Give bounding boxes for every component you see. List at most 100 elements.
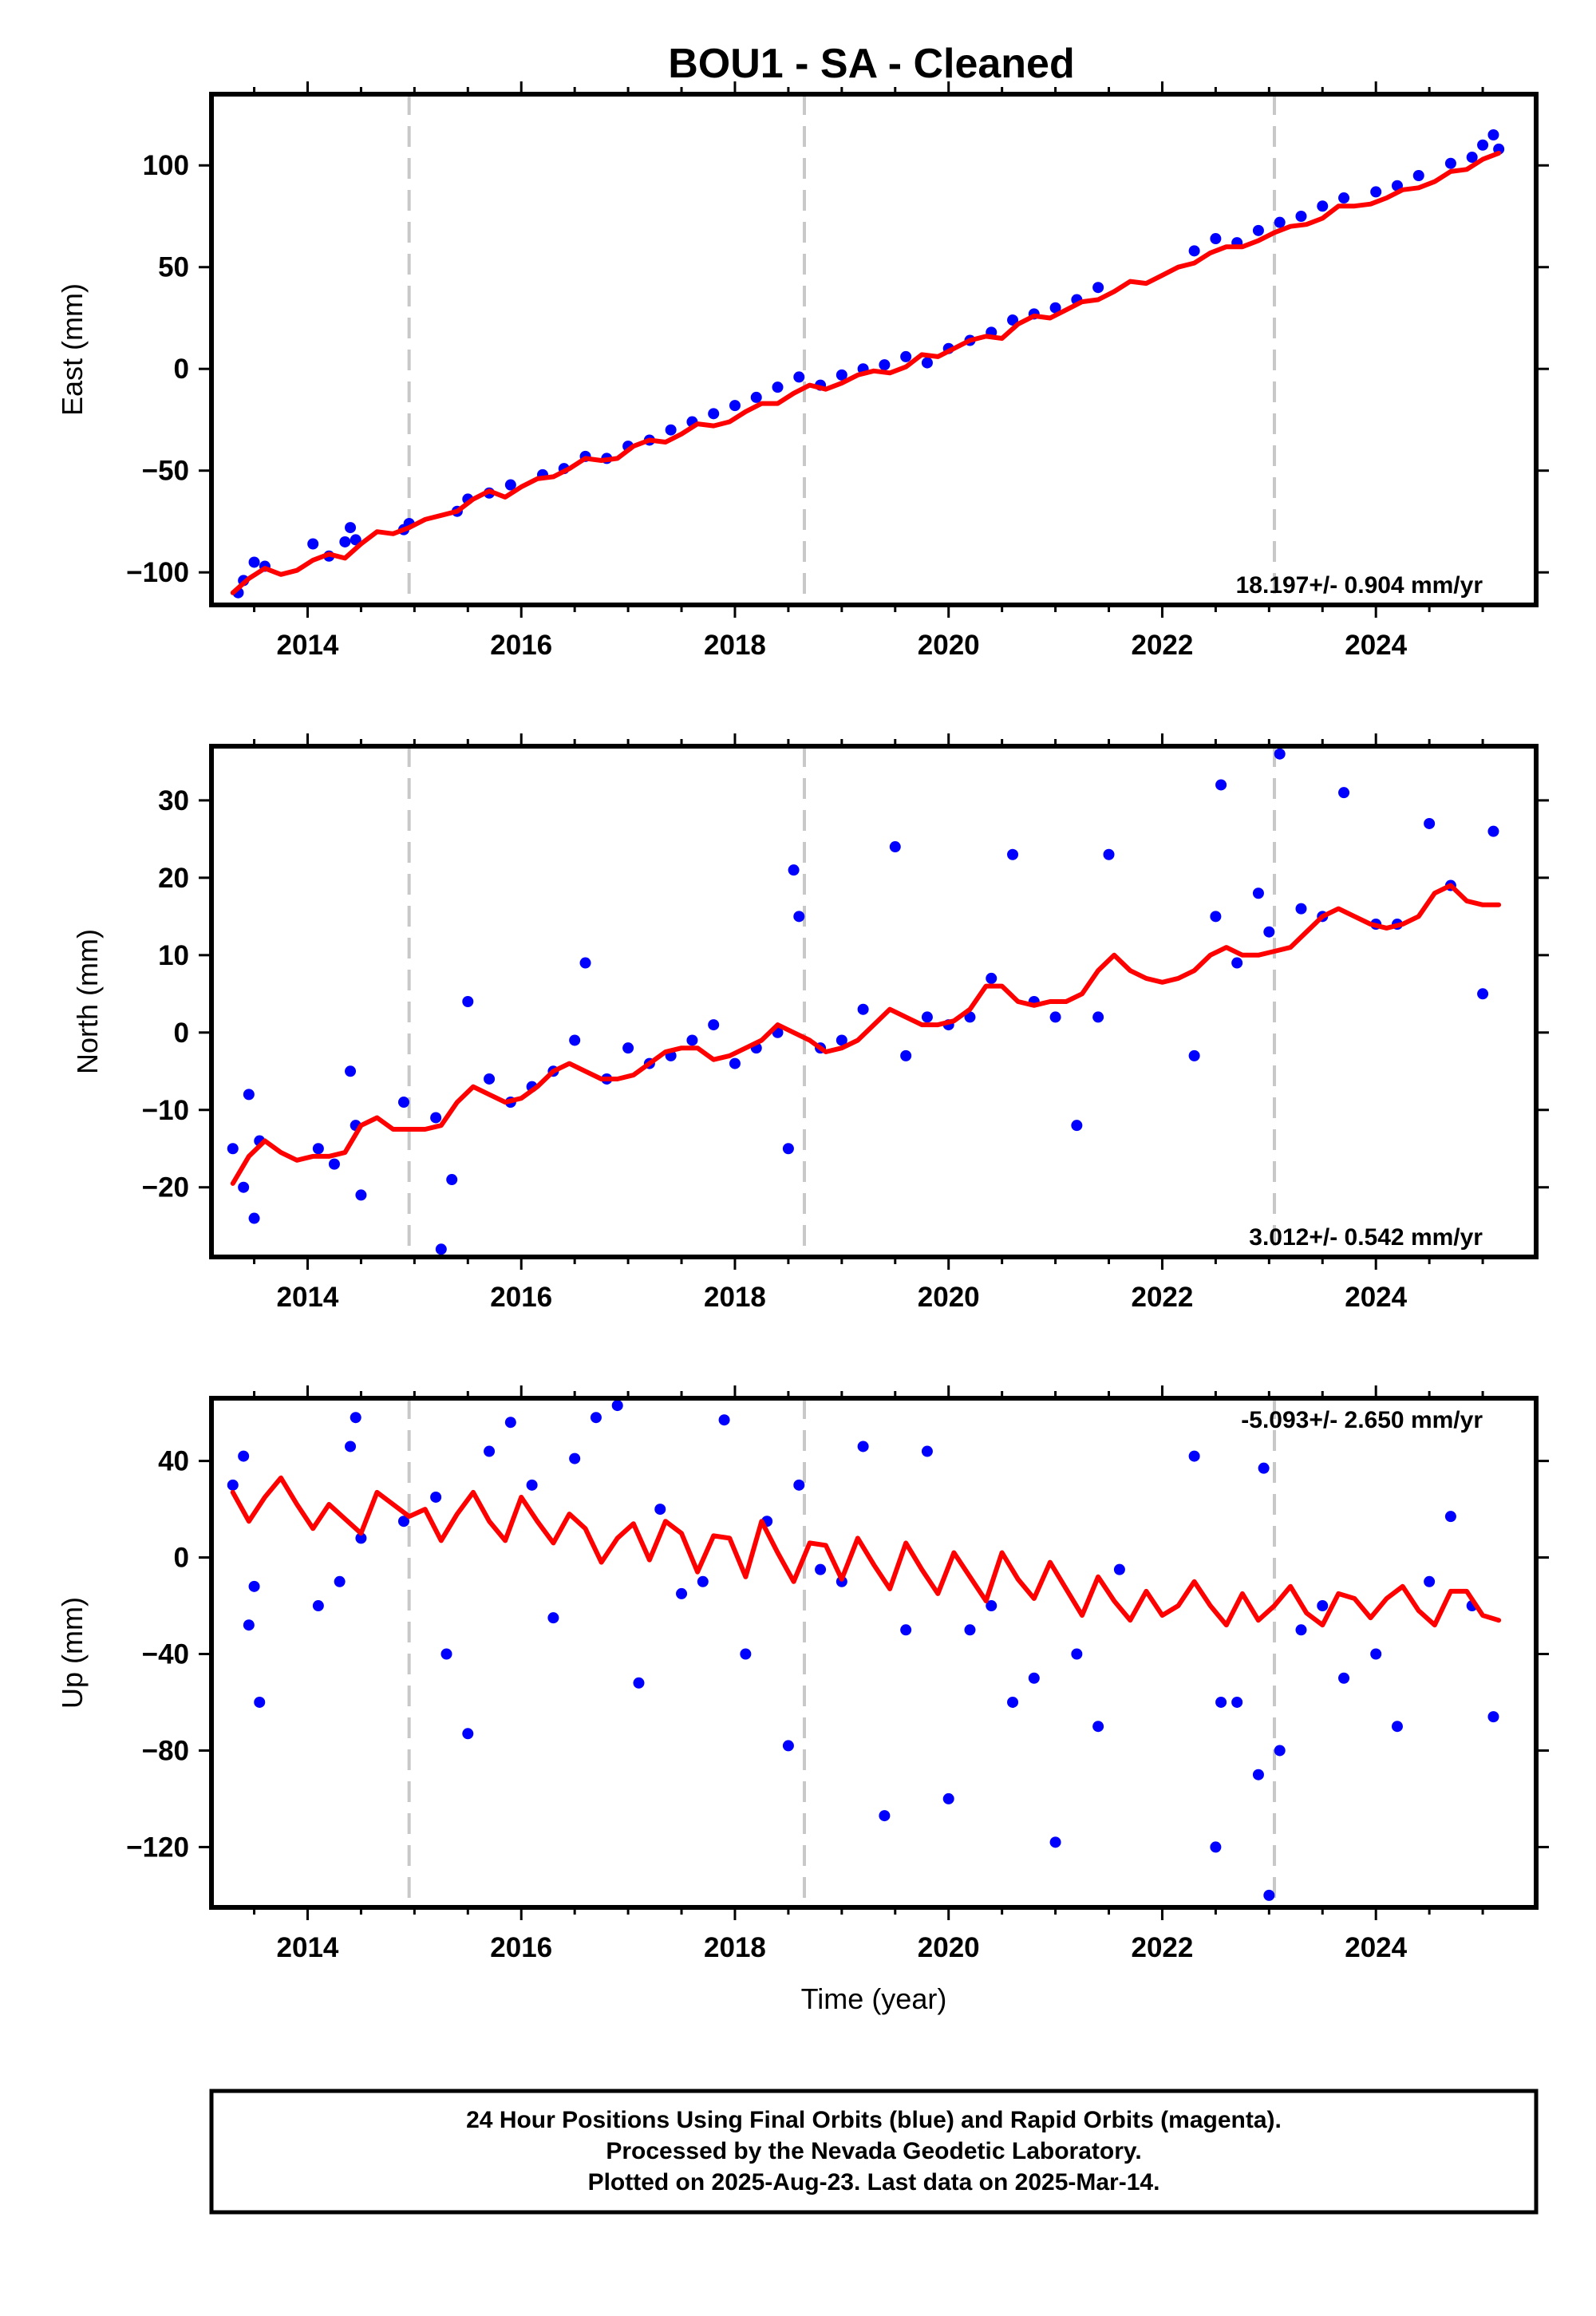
north-x-tick-label: 2022 [1132, 1282, 1194, 1313]
east-data-point-29 [836, 369, 847, 381]
north-data-point-50 [1215, 779, 1227, 791]
east-data-point-49 [1338, 192, 1350, 204]
north-x-tick-label: 2018 [704, 1282, 766, 1313]
up-x-tick-label: 2018 [704, 1932, 766, 1963]
north-data-point-45 [1071, 1120, 1083, 1132]
up-data-point-33 [879, 1810, 891, 1822]
up-y-tick-label: 40 [158, 1446, 189, 1477]
up-x-tick-label: 2022 [1132, 1932, 1194, 1963]
east-x-tick-label: 2022 [1132, 630, 1194, 661]
north-data-point-5 [312, 1143, 324, 1155]
north-data-point-60 [1424, 817, 1436, 829]
up-data-point-35 [921, 1445, 933, 1457]
north-model-curve [230, 883, 1502, 1186]
up-data-point-41 [1049, 1836, 1061, 1848]
east-x-tick-label: 2014 [277, 630, 339, 661]
north-rate-label: 3.012+/- 0.542 mm/yr [1249, 1224, 1483, 1251]
east-model-curve [230, 150, 1502, 595]
north-data-point-22 [622, 1042, 634, 1054]
east-y-tick-label: −50 [142, 456, 189, 487]
up-data-point-44 [1113, 1563, 1125, 1575]
north-x-tick-label: 2016 [490, 1282, 552, 1313]
up-data-point-50 [1258, 1462, 1270, 1474]
east-data-point-26 [772, 381, 784, 393]
north-data-point-63 [1487, 825, 1499, 837]
east-y-tick-label: 50 [158, 252, 189, 283]
east-data-point-21 [665, 424, 677, 436]
north-data-point-13 [446, 1174, 458, 1186]
north-data-point-31 [788, 864, 800, 876]
east-data-point-32 [900, 350, 912, 362]
north-data-point-2 [243, 1089, 255, 1101]
east-data-point-46 [1274, 216, 1286, 228]
up-data-point-29 [793, 1479, 805, 1491]
east-y-axis-label: East (mm) [56, 283, 89, 416]
north-y-tick-label: −20 [142, 1172, 189, 1203]
east-data-point-2 [248, 556, 260, 568]
up-data-point-58 [1424, 1575, 1436, 1587]
north-data-point-62 [1477, 988, 1489, 1000]
north-data-point-44 [1049, 1011, 1061, 1023]
north-data-point-6 [328, 1158, 340, 1170]
east-data-point-41 [1092, 282, 1104, 294]
up-data-point-46 [1210, 1841, 1222, 1853]
east-data-point-24 [729, 400, 741, 412]
up-y-tick-label: 0 [174, 1543, 189, 1574]
up-data-point-54 [1317, 1600, 1329, 1612]
up-data-point-5 [312, 1600, 324, 1612]
chart-title: BOU1 - SA - Cleaned [668, 41, 1075, 87]
up-data-point-43 [1092, 1721, 1104, 1733]
up-data-point-9 [355, 1532, 367, 1544]
north-y-tick-label: 30 [158, 785, 189, 816]
east-plot-frame [209, 92, 1539, 607]
up-data-point-61 [1487, 1711, 1499, 1723]
north-data-point-27 [729, 1057, 741, 1069]
footer-line-2: Processed by the Nevada Geodetic Laborat… [606, 2138, 1141, 2164]
up-y-tick-label: −120 [126, 1832, 189, 1863]
north-data-point-55 [1295, 903, 1307, 915]
east-data-point-56 [1487, 128, 1499, 140]
east-data-point-50 [1370, 186, 1382, 198]
up-data-point-2 [243, 1619, 255, 1631]
east-data-point-25 [750, 391, 762, 403]
up-data-point-52 [1274, 1745, 1286, 1757]
north-data-point-20 [579, 957, 591, 969]
north-data-point-47 [1103, 848, 1115, 860]
up-data-point-28 [782, 1740, 794, 1752]
east-data-point-8 [350, 534, 361, 546]
east-data-point-55 [1477, 139, 1489, 151]
up-data-point-0 [227, 1479, 239, 1491]
up-data-point-8 [350, 1412, 361, 1424]
east-data-point-42 [1188, 245, 1200, 257]
north-data-point-32 [793, 911, 805, 923]
east-data-point-7 [345, 522, 357, 534]
east-data-point-48 [1317, 200, 1329, 212]
east-data-point-27 [793, 371, 805, 383]
east-x-tick-label: 2018 [704, 630, 766, 661]
up-data-point-30 [815, 1563, 827, 1575]
east-y-tick-label: 0 [174, 354, 189, 385]
north-data-point-37 [900, 1049, 912, 1061]
north-data-point-10 [397, 1097, 409, 1109]
up-data-point-38 [986, 1600, 998, 1612]
east-data-point-45 [1252, 224, 1264, 236]
up-data-point-57 [1391, 1721, 1403, 1733]
east-data-point-31 [879, 359, 891, 371]
east-data-point-23 [708, 408, 720, 420]
north-x-tick-label: 2014 [277, 1282, 339, 1313]
north-data-point-51 [1231, 957, 1243, 969]
up-data-point-55 [1338, 1672, 1350, 1684]
north-y-axis-label: North (mm) [71, 929, 104, 1074]
north-data-point-9 [355, 1189, 367, 1201]
east-x-tick-label: 2016 [490, 630, 552, 661]
north-plot-frame [209, 744, 1539, 1259]
up-data-point-14 [484, 1445, 496, 1457]
north-data-point-53 [1263, 926, 1275, 938]
north-data-point-52 [1252, 887, 1264, 899]
north-y-tick-label: 10 [158, 940, 189, 971]
up-data-point-40 [1028, 1672, 1040, 1684]
up-y-axis-label: Up (mm) [56, 1597, 89, 1709]
up-x-tick-label: 2020 [918, 1932, 980, 1963]
north-data-point-35 [857, 1003, 869, 1015]
north-data-point-54 [1274, 748, 1286, 760]
